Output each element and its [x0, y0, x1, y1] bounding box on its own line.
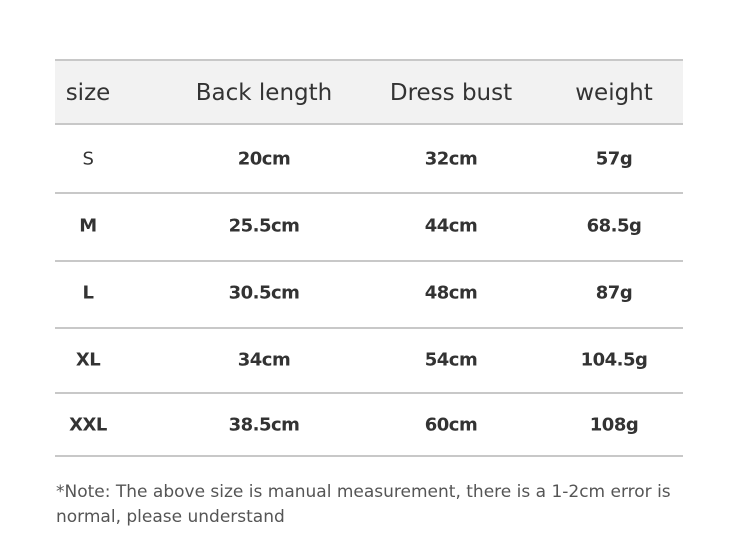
row-divider: [55, 260, 683, 262]
table-cell: 54cm: [424, 349, 478, 371]
column-header: Back length: [195, 80, 333, 106]
size-label: XL: [75, 349, 101, 371]
table-cell: 44cm: [424, 215, 478, 237]
table-cell: 104.5g: [580, 349, 648, 371]
table-cell: 32cm: [424, 148, 478, 170]
column-header: weight: [575, 80, 653, 106]
size-label: XXL: [69, 414, 107, 436]
table-cell: 25.5cm: [228, 215, 300, 237]
size-label: M: [79, 215, 97, 237]
table-cell: 48cm: [424, 282, 478, 304]
column-header: Dress bust: [389, 80, 513, 106]
table-header-background: [55, 60, 683, 123]
table-cell: 34cm: [237, 349, 291, 371]
row-divider: [55, 455, 683, 457]
row-divider: [55, 392, 683, 394]
table-cell: 68.5g: [586, 215, 642, 237]
measurement-note: *Note: The above size is manual measurem…: [56, 482, 671, 527]
row-divider: [55, 192, 683, 194]
table-cell: 57g: [595, 148, 633, 170]
table-cell: 30.5cm: [228, 282, 300, 304]
column-header: size: [65, 80, 111, 106]
table-cell: 20cm: [237, 148, 291, 170]
table-cell: 87g: [595, 282, 633, 304]
size-label: L: [82, 282, 94, 304]
row-divider: [55, 327, 683, 329]
row-divider: [55, 123, 683, 125]
table-cell: 38.5cm: [228, 414, 300, 436]
table-cell: 60cm: [424, 414, 478, 436]
size-label: S: [82, 148, 94, 170]
table-cell: 108g: [589, 414, 639, 436]
row-divider: [55, 59, 683, 61]
